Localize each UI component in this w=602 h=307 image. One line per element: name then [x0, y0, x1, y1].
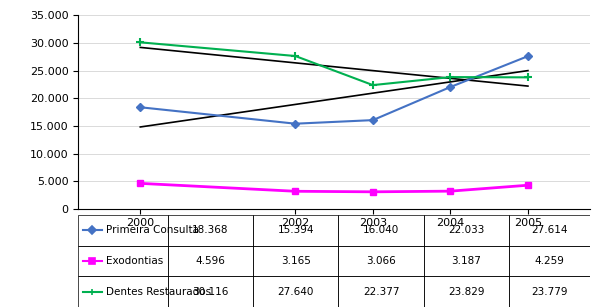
Text: 4.596: 4.596	[196, 256, 225, 266]
Text: 22.377: 22.377	[363, 287, 399, 297]
Text: 15.394: 15.394	[278, 225, 314, 235]
Bar	[78, 246, 168, 276]
Bar	[509, 215, 590, 246]
Text: 23.779: 23.779	[531, 287, 568, 297]
Text: 3.187: 3.187	[452, 256, 481, 266]
Text: 27.640: 27.640	[278, 287, 314, 297]
Bar	[338, 276, 424, 307]
Text: 27.614: 27.614	[531, 225, 568, 235]
Text: 23.829: 23.829	[448, 287, 485, 297]
Bar	[253, 246, 338, 276]
Bar	[509, 276, 590, 307]
Bar	[424, 246, 509, 276]
Bar	[338, 246, 424, 276]
Text: 30.116: 30.116	[192, 287, 229, 297]
Bar	[253, 276, 338, 307]
Bar	[168, 246, 253, 276]
Text: 16.040: 16.040	[363, 225, 399, 235]
Bar	[168, 276, 253, 307]
Text: 3.165: 3.165	[281, 256, 311, 266]
Bar	[509, 246, 590, 276]
Bar	[424, 276, 509, 307]
Text: 3.066: 3.066	[366, 256, 396, 266]
Bar	[424, 215, 509, 246]
Text: 4.259: 4.259	[535, 256, 565, 266]
Text: 18.368: 18.368	[192, 225, 229, 235]
Bar	[168, 215, 253, 246]
Text: Primeira Consulta: Primeira Consulta	[105, 225, 199, 235]
Text: Exodontias: Exodontias	[105, 256, 163, 266]
Bar	[253, 215, 338, 246]
Bar	[338, 215, 424, 246]
Text: Dentes Restaurados: Dentes Restaurados	[105, 287, 211, 297]
Text: 22.033: 22.033	[448, 225, 485, 235]
Bar	[78, 215, 168, 246]
Bar	[78, 276, 168, 307]
